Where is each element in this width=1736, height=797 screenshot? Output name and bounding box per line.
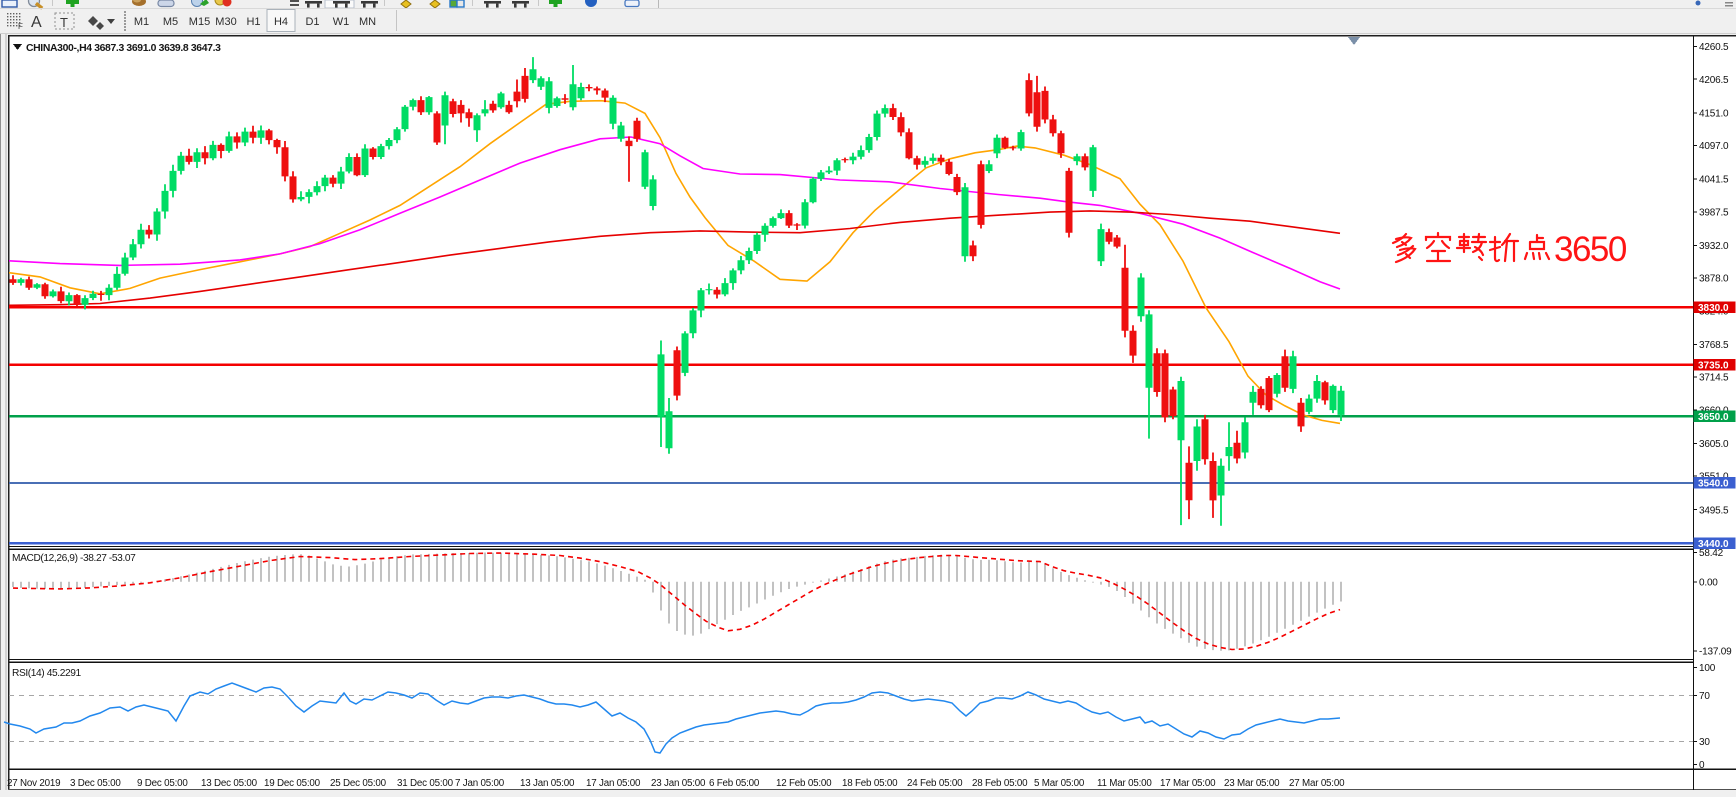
svg-text:5 Mar 05:00: 5 Mar 05:00 [1034, 778, 1085, 789]
svg-text:3932.0: 3932.0 [1699, 241, 1729, 252]
svg-text:3540.0: 3540.0 [1698, 479, 1729, 490]
svg-text:24 Feb 05:00: 24 Feb 05:00 [907, 778, 963, 789]
svg-text:7 Jan 05:00: 7 Jan 05:00 [455, 778, 505, 789]
svg-text:27 Nov 2019: 27 Nov 2019 [7, 778, 60, 789]
svg-text:3650: 3650 [1554, 230, 1627, 269]
svg-text:9 Dec 05:00: 9 Dec 05:00 [137, 778, 188, 789]
svg-text:0.00: 0.00 [1699, 577, 1718, 588]
svg-text:28 Feb 05:00: 28 Feb 05:00 [972, 778, 1028, 789]
svg-text:19 Dec 05:00: 19 Dec 05:00 [264, 778, 321, 789]
svg-text:23 Jan 05:00: 23 Jan 05:00 [651, 778, 706, 789]
svg-text:-137.09: -137.09 [1699, 647, 1732, 658]
svg-text:6 Feb 05:00: 6 Feb 05:00 [709, 778, 760, 789]
svg-text:13 Jan 05:00: 13 Jan 05:00 [520, 778, 575, 789]
svg-text:3768.5: 3768.5 [1699, 340, 1729, 351]
svg-text:3440.0: 3440.0 [1698, 539, 1729, 550]
svg-text:31 Dec 05:00: 31 Dec 05:00 [397, 778, 454, 789]
svg-text:M5: M5 [163, 16, 178, 28]
svg-text:H4: H4 [274, 16, 288, 28]
svg-text:A: A [31, 14, 42, 31]
svg-text:100: 100 [1699, 663, 1716, 674]
svg-text:27 Mar 05:00: 27 Mar 05:00 [1289, 778, 1345, 789]
svg-text:4041.5: 4041.5 [1699, 175, 1729, 186]
svg-text:4151.0: 4151.0 [1699, 108, 1729, 119]
svg-text:4260.5: 4260.5 [1699, 42, 1729, 53]
svg-text:25 Dec 05:00: 25 Dec 05:00 [330, 778, 387, 789]
svg-text:3830.0: 3830.0 [1698, 303, 1729, 314]
svg-text:M30: M30 [215, 16, 236, 28]
svg-text:CHINA300-,H4 3687.3 3691.0 36: CHINA300-,H4 3687.3 3691.0 3639.8 3647.3 [26, 43, 221, 54]
svg-text:MACD(12,26,9) -38.27 -53.07: MACD(12,26,9) -38.27 -53.07 [12, 553, 136, 564]
svg-text:D1: D1 [305, 16, 319, 28]
svg-text:MN: MN [359, 16, 376, 28]
svg-text:13 Dec 05:00: 13 Dec 05:00 [201, 778, 258, 789]
svg-text:3605.0: 3605.0 [1699, 439, 1729, 450]
svg-text:70: 70 [1699, 691, 1710, 702]
svg-text:3 Dec 05:00: 3 Dec 05:00 [70, 778, 121, 789]
svg-text:W1: W1 [333, 16, 350, 28]
svg-text:12 Feb 05:00: 12 Feb 05:00 [776, 778, 832, 789]
svg-text:H1: H1 [246, 16, 260, 28]
svg-text:0: 0 [1699, 760, 1705, 771]
svg-text:3735.0: 3735.0 [1698, 361, 1729, 372]
svg-text:F: F [18, 22, 23, 31]
svg-text:M1: M1 [134, 16, 149, 28]
svg-text:30: 30 [1699, 737, 1710, 748]
svg-text:3878.0: 3878.0 [1699, 274, 1729, 285]
svg-text:M15: M15 [189, 16, 210, 28]
svg-text:4206.5: 4206.5 [1699, 75, 1729, 86]
svg-text:3987.5: 3987.5 [1699, 207, 1729, 218]
svg-text:3495.5: 3495.5 [1699, 505, 1729, 516]
svg-text:T: T [60, 15, 68, 30]
svg-text:4097.0: 4097.0 [1699, 141, 1729, 152]
svg-text:17 Mar 05:00: 17 Mar 05:00 [1160, 778, 1216, 789]
svg-text:11 Mar 05:00: 11 Mar 05:00 [1097, 778, 1152, 789]
svg-text:3650.0: 3650.0 [1698, 412, 1729, 423]
svg-text:23 Mar 05:00: 23 Mar 05:00 [1224, 778, 1280, 789]
svg-text:3714.5: 3714.5 [1699, 373, 1729, 384]
svg-text:58.42: 58.42 [1699, 548, 1724, 559]
svg-text:17 Jan 05:00: 17 Jan 05:00 [586, 778, 641, 789]
svg-text:18 Feb 05:00: 18 Feb 05:00 [842, 778, 898, 789]
svg-text:RSI(14) 45.2291: RSI(14) 45.2291 [12, 668, 81, 679]
